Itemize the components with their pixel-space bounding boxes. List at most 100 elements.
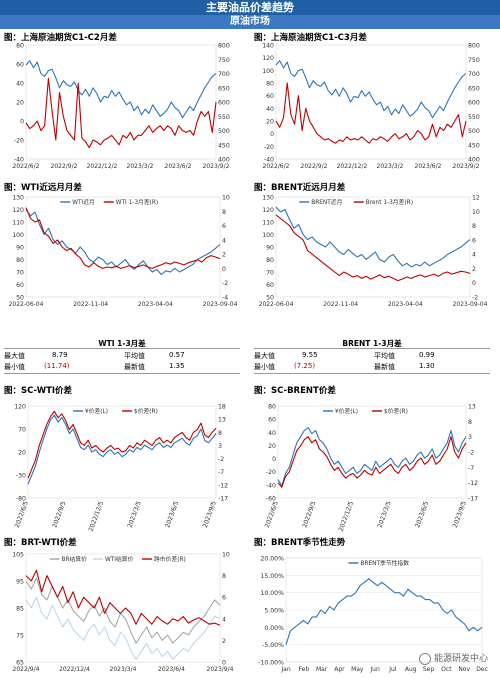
x-tick-label: 2022-11-04: [323, 301, 358, 308]
y2-tick-label: 8: [468, 419, 472, 426]
y-tick-label: 120: [262, 55, 274, 62]
y2-tick-label: 600: [218, 100, 230, 107]
y2-tick-label: 2: [472, 266, 476, 273]
chart-brt-wti-spread: 图：BRT-WTI价差 105 95 85 75 65 10 8 6 4 2 0 2022/9/4 20…: [4, 536, 240, 676]
chart-title: 图：上海原油期货C1-C3月差: [254, 33, 367, 43]
x-tick-label: 2022-06-04: [9, 301, 44, 308]
y2-tick-label: 700: [468, 71, 480, 78]
y2-tick-label: 600: [468, 100, 480, 107]
x-tick-label: Oct: [441, 666, 452, 673]
section-title: 原油市场: [0, 15, 500, 29]
y-tick-label: 60: [266, 93, 274, 100]
plot-area: [25, 553, 221, 663]
x-tick-label: 2022/9/2: [51, 163, 78, 170]
y-tick-label: 105: [12, 552, 24, 559]
chart-wti-spread: 图：WTI近远月月差 130 120 110 100 90 80 70 60 50 10 8 6 4 2 0…: [4, 181, 240, 311]
x-tick-label: May: [351, 666, 364, 673]
plot-area: [275, 196, 471, 298]
x-tick-label: 2023/3/2: [127, 163, 154, 170]
x-tick-label: 2023/6/4: [158, 666, 185, 673]
y-tick-label: 85: [16, 606, 24, 613]
x-tick-label: 2023/6/5: [164, 500, 180, 529]
plot-area: [25, 44, 217, 160]
y2-tick-label: -7: [218, 469, 224, 476]
x-tick-label: 2023/3/5: [377, 500, 393, 529]
y-tick-label: 0: [20, 119, 24, 126]
y-tick-label: 65: [16, 660, 24, 667]
chart-title: 图：WTI近远月月差: [4, 183, 82, 193]
stats-label: 最大值: [4, 352, 25, 360]
x-tick-label: Dec: [476, 666, 488, 673]
chart-title: 图：SC-BRENT价差: [254, 386, 336, 396]
x-tick-label: Jan: [280, 666, 290, 673]
stats-title: BRENT 1-3月差: [342, 339, 402, 348]
series-line: [27, 410, 217, 479]
stats-label: 最新值: [374, 363, 395, 371]
x-tick-label: 2023/9/5: [202, 500, 218, 529]
y-tick-label: -20: [266, 469, 276, 476]
stats-value: (11.74): [44, 362, 70, 370]
y-tick-label: 10.00%: [260, 590, 284, 597]
y2-tick-label: -2: [222, 280, 228, 287]
y2-tick-label: 400: [468, 157, 480, 164]
y-tick-label: 110: [12, 220, 24, 227]
legend-label: WTI 1-3月差(R): [116, 198, 158, 206]
y2-tick-label: 800: [468, 43, 480, 50]
chart-brent-spread: 图：BRENT近远月月差 130 120 110 100 90 80 70 60 50 12 10 8…: [254, 181, 490, 311]
y2-tick-label: 10: [222, 195, 230, 202]
chart-sc-c1c3-spread: 图：上海原油期货C1-C3月差 140 120 100 80 60 40 20 0 -20 -40…: [254, 31, 490, 191]
series-line: [25, 77, 217, 149]
stats-value: (7.25): [294, 362, 316, 370]
y2-tick-label: 450: [468, 142, 480, 149]
series-line: [27, 414, 217, 485]
x-tick-label: 2022/9/4: [13, 666, 40, 673]
page-title: 主要油品价差趋势: [0, 0, 500, 15]
stats-value: 0.57: [169, 351, 185, 359]
x-tick-label: 2023/6/5: [414, 500, 430, 529]
y-tick-label: 95: [16, 579, 24, 586]
x-tick-label: 2022/9/5: [301, 500, 317, 529]
legend-label: $价差(R): [384, 407, 408, 415]
y-tick-label: 60: [266, 282, 274, 289]
legend-label: BR结算价: [62, 555, 88, 563]
chart-sc-brent-spread: 图：SC-BRENT价差 80 60 40 20 0 -20 -40 -60 13 8 3 -2 -7 -…: [254, 384, 490, 533]
watermark: 能源研发中心: [418, 651, 488, 665]
plot-area: [277, 405, 467, 499]
y2-tick-label: 10: [472, 209, 480, 216]
y-tick-label: 90: [16, 245, 24, 252]
x-tick-label: 2022/6/2: [13, 163, 40, 170]
y2-tick-label: 750: [218, 57, 230, 64]
y2-tick-label: 550: [218, 114, 230, 121]
y-tick-label: 15.00%: [260, 573, 284, 580]
x-tick-label: 2023-09-04: [453, 301, 488, 308]
y-tick-label: 70: [16, 270, 24, 277]
x-tick-label: 2022/12/4: [59, 666, 90, 673]
chart-title: 图：BRENT季节性走势: [254, 538, 346, 548]
y-tick-label: 40: [268, 430, 276, 437]
series-line: [25, 207, 221, 269]
x-tick-label: 2023-04-04: [138, 301, 173, 308]
y-tick-label: 70: [266, 270, 274, 277]
x-tick-label: 2023-09-04: [203, 301, 238, 308]
legend-label: WTI近月: [72, 198, 95, 206]
chart-sc-wti-spread: 图：SC-WTI价差 120 70 20 -30 -80 18 13 8 3 -2 -7 -12 -17…: [4, 384, 240, 533]
y2-tick-label: 6: [222, 223, 226, 230]
y2-tick-label: 4: [472, 252, 476, 259]
plot-area: [25, 196, 221, 298]
y-tick-label: 20: [16, 100, 24, 107]
series-line: [275, 214, 471, 282]
x-tick-label: Jul: [388, 666, 397, 673]
y2-tick-label: -4: [222, 295, 228, 302]
y-tick-label: -5.00%: [262, 642, 284, 649]
x-tick-label: 2022-11-04: [73, 301, 108, 308]
series-line: [275, 206, 471, 268]
stats-value: 8.79: [52, 351, 68, 359]
stats-value: 1.35: [169, 362, 185, 370]
x-tick-label: 2023/3/2: [377, 163, 404, 170]
y-tick-label: 40: [266, 106, 274, 113]
x-tick-label: Apr: [334, 666, 345, 673]
series-line: [25, 596, 221, 660]
x-tick-label: 2022/6/5: [14, 500, 30, 529]
y-tick-label: 100: [262, 68, 274, 75]
y-tick-label: 0: [270, 131, 274, 138]
